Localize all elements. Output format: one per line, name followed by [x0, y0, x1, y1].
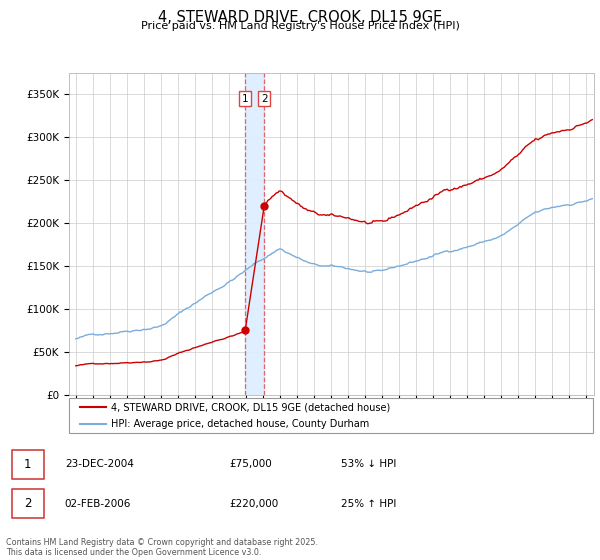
Text: 25% ↑ HPI: 25% ↑ HPI — [341, 499, 397, 508]
Text: 4, STEWARD DRIVE, CROOK, DL15 9GE: 4, STEWARD DRIVE, CROOK, DL15 9GE — [158, 10, 442, 25]
Text: Price paid vs. HM Land Registry's House Price Index (HPI): Price paid vs. HM Land Registry's House … — [140, 21, 460, 31]
Text: 02-FEB-2006: 02-FEB-2006 — [65, 499, 131, 508]
Text: 1: 1 — [242, 94, 248, 104]
Text: HPI: Average price, detached house, County Durham: HPI: Average price, detached house, Coun… — [111, 419, 369, 429]
FancyBboxPatch shape — [69, 398, 593, 433]
Text: 1: 1 — [24, 458, 32, 471]
FancyBboxPatch shape — [12, 489, 44, 518]
Text: 23-DEC-2004: 23-DEC-2004 — [65, 459, 134, 469]
Bar — [245, 73, 264, 395]
Text: Contains HM Land Registry data © Crown copyright and database right 2025.
This d: Contains HM Land Registry data © Crown c… — [6, 538, 318, 557]
Text: 4, STEWARD DRIVE, CROOK, DL15 9GE (detached house): 4, STEWARD DRIVE, CROOK, DL15 9GE (detac… — [111, 403, 390, 412]
Text: 2: 2 — [261, 94, 268, 104]
Text: £75,000: £75,000 — [229, 459, 272, 469]
Text: 2: 2 — [24, 497, 32, 510]
Text: 53% ↓ HPI: 53% ↓ HPI — [341, 459, 397, 469]
FancyBboxPatch shape — [12, 450, 44, 478]
Text: £220,000: £220,000 — [229, 499, 278, 508]
